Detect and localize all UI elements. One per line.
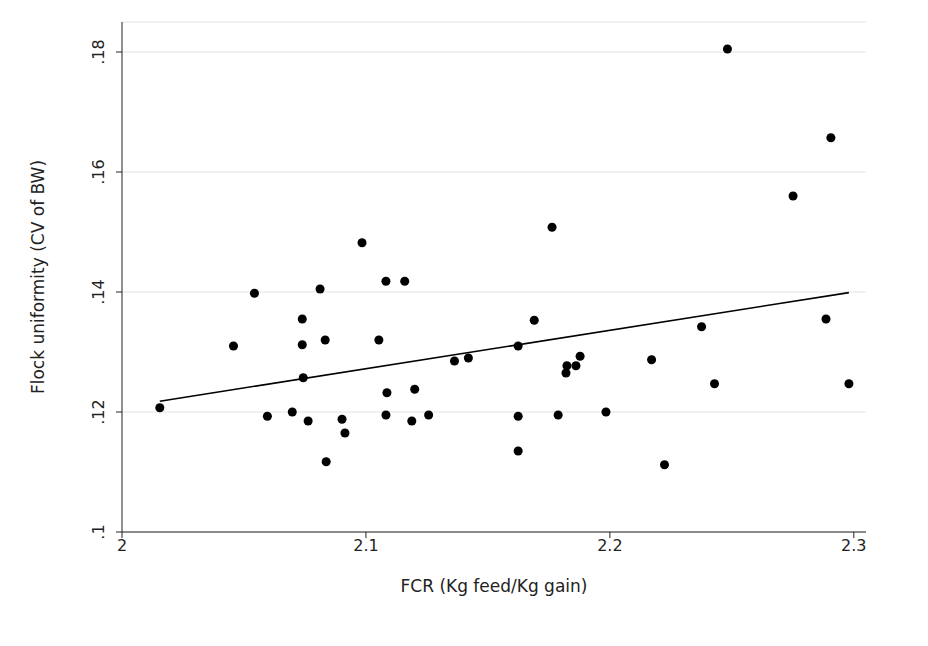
svg-text:FCR (Kg feed/Kg gain): FCR (Kg feed/Kg gain) <box>401 576 588 596</box>
svg-text:.12: .12 <box>89 399 108 424</box>
svg-text:.16: .16 <box>89 159 108 184</box>
svg-text:.14: .14 <box>89 279 108 304</box>
svg-text:2: 2 <box>117 536 127 555</box>
svg-text:Flock uniformity (CV of BW): Flock uniformity (CV of BW) <box>28 160 48 394</box>
svg-text:.1: .1 <box>89 524 108 539</box>
svg-text:.18: .18 <box>89 39 108 64</box>
svg-text:2.2: 2.2 <box>597 536 622 555</box>
svg-text:2.1: 2.1 <box>353 536 378 555</box>
svg-text:2.3: 2.3 <box>841 536 866 555</box>
